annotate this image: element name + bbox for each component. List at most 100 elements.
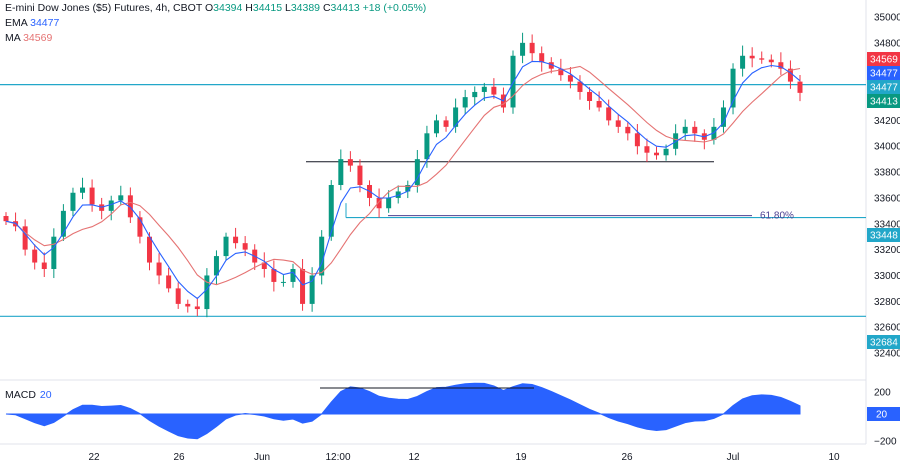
candle-body — [395, 191, 401, 198]
candle-body — [89, 187, 95, 205]
candle-body — [740, 55, 746, 69]
candle-body — [376, 197, 382, 209]
candle-body — [606, 107, 612, 121]
candle-body — [319, 236, 325, 276]
candle-body — [309, 275, 315, 304]
price-tick-label: 34000 — [874, 142, 900, 153]
candle-body — [70, 192, 76, 211]
candle-body — [127, 195, 133, 218]
time-axis[interactable]: 22 26 Jun 12:00 12 19 26 Jul 10 — [88, 452, 840, 463]
candle-body — [759, 58, 765, 60]
macd-pane — [5, 382, 801, 440]
chart-legend: E-mini Dow Jones ($5) Futures, 4h, CBOT … — [5, 1, 426, 46]
candle-body — [548, 62, 554, 69]
candle-body — [80, 187, 86, 193]
candle-body — [720, 107, 726, 127]
price-tick-label: 33200 — [874, 245, 900, 256]
time-tick-label: Jun — [254, 452, 270, 463]
ma-legend[interactable]: MA 34569 — [5, 31, 426, 46]
candle-body — [749, 55, 755, 59]
price-tick-label: 35000 — [874, 13, 900, 24]
candle-body — [233, 236, 239, 244]
candle-body — [625, 126, 631, 134]
candle-body — [175, 288, 181, 304]
price-tag — [867, 80, 900, 94]
open-value: 34394 — [213, 2, 243, 14]
candle-body — [118, 195, 124, 201]
candle-body — [424, 133, 430, 160]
price-tag — [867, 52, 900, 66]
candle-body — [797, 81, 803, 93]
macd-tag-label: 20 — [876, 410, 888, 421]
candle-body — [405, 185, 411, 192]
macd-legend[interactable]: MACD 20 — [5, 389, 52, 401]
candle-body — [539, 53, 545, 63]
price-tick-label: 33600 — [874, 193, 900, 204]
low-value: 34389 — [290, 2, 321, 14]
price-tag — [867, 335, 900, 349]
candle-body — [213, 256, 219, 276]
ema-legend[interactable]: EMA 34477 — [5, 16, 426, 31]
price-tags: 34569 34477 34477 34413 33448 32684 20 — [867, 52, 900, 421]
candle-body — [357, 165, 363, 185]
candle-body — [386, 197, 392, 209]
symbol-title: E-mini Dow Jones ($5) Futures, 4h, CBOT — [5, 2, 203, 14]
ema-line — [5, 60, 801, 300]
candle-body — [654, 152, 660, 156]
symbol-row: E-mini Dow Jones ($5) Futures, 4h, CBOT … — [5, 1, 426, 16]
close-value: 34413 — [330, 2, 360, 14]
candle-body — [338, 159, 344, 185]
candle-body — [271, 269, 277, 282]
price-tick-label: 34800 — [874, 38, 900, 49]
candle-body — [300, 269, 306, 304]
candle-body — [22, 226, 28, 250]
candle-body — [166, 275, 172, 289]
candle-body — [520, 42, 526, 56]
candle-body — [510, 55, 516, 108]
candle-body — [663, 148, 669, 156]
price-tick-label: 33800 — [874, 168, 900, 179]
candle-body — [328, 185, 334, 237]
candle-body — [787, 68, 793, 82]
macd-tick-label: 200 — [874, 388, 891, 399]
candle-body — [462, 97, 468, 108]
candle-body — [453, 107, 459, 127]
candle-body — [567, 75, 573, 82]
candle-body — [596, 101, 602, 108]
price-tag-label: 34477 — [870, 69, 898, 80]
macd-area — [5, 382, 801, 440]
horizontal-levels: 61.80% — [0, 83, 866, 317]
candle-body — [778, 62, 784, 69]
price-tick-label: 33000 — [874, 271, 900, 282]
price-tick-label: 33400 — [874, 219, 900, 230]
ema-value: 34477 — [30, 17, 60, 29]
candle-body — [261, 262, 267, 269]
macd-label: MACD — [5, 389, 36, 401]
time-tick-label: 12:00 — [325, 452, 350, 463]
high-value: 34415 — [252, 2, 283, 14]
change-value: +18 (+0.05%) — [362, 2, 427, 14]
candle-body — [577, 81, 583, 92]
candle-body — [223, 236, 229, 257]
price-tick-label: 32800 — [874, 297, 900, 308]
candle-body — [558, 68, 564, 76]
candle-body — [108, 200, 114, 211]
candle-body — [692, 126, 698, 134]
macd-tag — [867, 407, 900, 421]
fib-label: 61.80% — [760, 211, 794, 222]
ma-line — [5, 65, 801, 286]
candle-body — [529, 42, 535, 54]
candle-body — [587, 91, 593, 101]
price-tag-label: 33448 — [870, 231, 898, 242]
low-label: L — [284, 2, 291, 14]
price-tag — [867, 94, 900, 108]
time-tick-label: 26 — [173, 452, 185, 463]
grid — [0, 0, 867, 445]
time-tick-label: 19 — [515, 452, 527, 463]
candle-body — [472, 91, 478, 98]
open-label: O — [204, 2, 214, 14]
candle-body — [60, 210, 66, 237]
candle-body — [347, 159, 353, 166]
candle-body — [290, 269, 296, 282]
